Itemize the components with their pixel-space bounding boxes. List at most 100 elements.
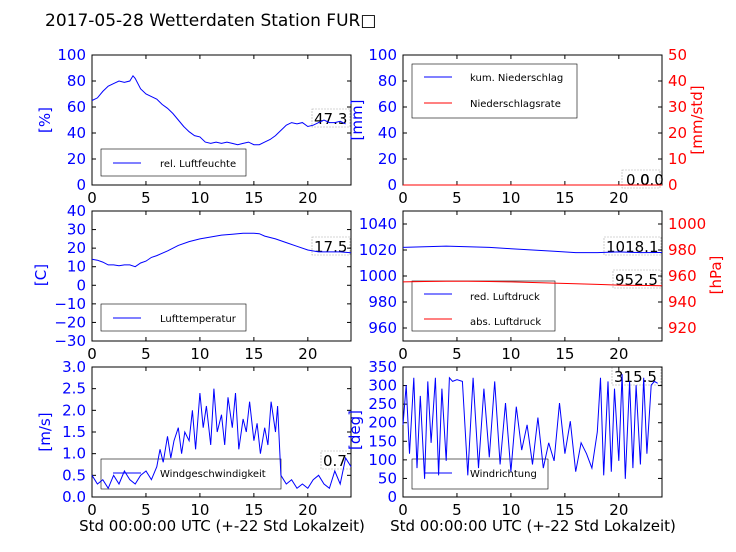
- y-right-tick-label: 960: [668, 267, 697, 285]
- y-tick-label: 1040: [359, 215, 397, 233]
- x-tick-label: 15: [244, 189, 263, 207]
- y-tick-label: 150: [368, 432, 397, 450]
- x-tick-label: 20: [609, 189, 628, 207]
- legend-label-humidity: rel. Luftfeuchte: [160, 159, 236, 170]
- y-tick-label: 100: [57, 46, 86, 64]
- x-tick-label: 20: [298, 345, 317, 363]
- panel-precipitation: 0.0 0.0 kum. Niederschlag Niederschlagsr…: [348, 46, 706, 207]
- y-axis-label-precip: [mm]: [348, 100, 366, 141]
- y-right-tick-label: 10: [668, 150, 687, 168]
- panel-pressure: 1018.1 952.5 red. Luftdruck abs. Luftdru…: [359, 210, 725, 363]
- y-right-tick-label: 40: [668, 72, 687, 90]
- y-tick-label: 0: [387, 488, 397, 506]
- x-tick-label: 0: [87, 345, 97, 363]
- x-tick-label: 20: [609, 501, 628, 519]
- legend-label-wind-direction: Windrichtung: [470, 469, 537, 480]
- y-right-tick-label: 920: [668, 319, 697, 337]
- x-tick-label: 5: [452, 189, 462, 207]
- value-annotation-box: [612, 269, 662, 289]
- y-tick-label: 1.0: [62, 445, 86, 463]
- y-tick-label: 1000: [359, 267, 397, 285]
- axes-frame-humidity: [91, 54, 352, 186]
- value-annotation-box: [311, 108, 351, 128]
- y-tick-label: 960: [368, 319, 397, 337]
- y-right-tick-label: 50: [668, 46, 687, 64]
- value-annotation-box: [621, 169, 661, 189]
- y-axis-label-humidity: [%]: [36, 107, 54, 133]
- y-tick-label: 30: [67, 221, 86, 239]
- x-tick-label: 0: [398, 501, 408, 519]
- legend-box: [411, 280, 556, 332]
- legend-label-cum-precip: kum. Niederschlag: [470, 73, 563, 84]
- x-tick-label: 10: [190, 189, 209, 207]
- legend-label-wind-speed: Windgeschwindigkeit: [160, 469, 266, 480]
- x-tick-label: 15: [555, 345, 574, 363]
- x-tick-label: 5: [141, 189, 151, 207]
- y-tick-label: 40: [67, 124, 86, 142]
- y-tick-label: 200: [368, 414, 397, 432]
- legend-label-abs-pressure: abs. Luftdruck: [470, 317, 541, 328]
- pressure-red-current-value: 1018.1: [606, 238, 659, 256]
- series-line-pressure-1: [402, 280, 663, 287]
- y-right-tick-label: 30: [668, 98, 687, 116]
- temperature-current-value: 17.5: [314, 238, 347, 256]
- y-tick-label: 3.0: [62, 358, 86, 376]
- x-tick-label: 10: [501, 345, 520, 363]
- axes-frame-temperature: [91, 210, 352, 342]
- y-axis-label-temperature: [C]: [32, 264, 50, 286]
- humidity-current-value: 47.3: [314, 110, 347, 128]
- x-tick-label: 5: [452, 345, 462, 363]
- wind-speed-current-value: 0.7: [323, 452, 347, 470]
- y-tick-label: 350: [368, 358, 397, 376]
- legend-label-temperature: Lufttemperatur: [160, 314, 237, 325]
- y-tick-label: −20: [54, 313, 86, 331]
- series-line-temperature-0: [91, 232, 352, 268]
- panel-wind-direction: 315.5 Windrichtung [deg] Std 00:00:00 UT…: [346, 358, 676, 535]
- y-axis-label-wind-speed: [m/s]: [36, 412, 54, 451]
- panel-humidity: 47.3 rel. Luftfeuchte [%] 0 5 10 15 20 0 20 40 6…: [36, 46, 352, 207]
- panel-temperature: 17.5 Lufttemperatur [C] 0 5 10 15 20 −30−20−1…: [32, 202, 352, 363]
- y-tick-label: 50: [378, 469, 397, 487]
- y-tick-label: 60: [67, 98, 86, 116]
- y-tick-label: 40: [378, 124, 397, 142]
- y-tick-label: 80: [378, 72, 397, 90]
- x-tick-label: 20: [609, 345, 628, 363]
- x-tick-label: 15: [555, 189, 574, 207]
- figure-title: 2017-05-28 Wetterdaten Station FUR□: [45, 11, 376, 31]
- y-tick-label: 40: [67, 202, 86, 220]
- y-tick-label: 300: [368, 377, 397, 395]
- x-tick-label: 0: [398, 189, 408, 207]
- series-line-pressure-0: [402, 245, 663, 254]
- x-axis-label-right: Std 00:00:00 UTC (+-22 Std Lokalzeit): [390, 517, 676, 535]
- x-tick-label: 15: [244, 501, 263, 519]
- pressure-abs-current-value: 952.5: [615, 271, 658, 289]
- y-tick-label: 100: [368, 451, 397, 469]
- y-axis-label-precip-rate: [mm/std]: [688, 85, 706, 154]
- y-tick-label: 0.0: [62, 488, 86, 506]
- y-tick-label: 0: [76, 276, 86, 294]
- x-tick-label: 5: [141, 345, 151, 363]
- y-tick-label: −30: [54, 332, 86, 350]
- y-tick-label: 80: [67, 72, 86, 90]
- y-tick-label: 1.5: [62, 423, 86, 441]
- series-line-winddir-0: [402, 374, 658, 479]
- y-tick-label: 980: [368, 293, 397, 311]
- x-tick-label: 5: [452, 501, 462, 519]
- y-tick-label: 1020: [359, 241, 397, 259]
- y-tick-label: 0: [387, 176, 397, 194]
- y-right-tick-label: 980: [668, 241, 697, 259]
- y-tick-label: 20: [378, 150, 397, 168]
- x-tick-label: 10: [190, 501, 209, 519]
- x-tick-label: 0: [87, 189, 97, 207]
- y-axis-label-wind-direction: [deg]: [346, 410, 364, 450]
- x-tick-label: 20: [298, 189, 317, 207]
- y-tick-label: 2.0: [62, 401, 86, 419]
- y-right-tick-label: 940: [668, 293, 697, 311]
- series-line-wind-0: [91, 388, 352, 490]
- legend-label-red-pressure: red. Luftdruck: [470, 292, 540, 303]
- y-tick-label: −10: [54, 295, 86, 313]
- y-axis-label-pressure: [hPa]: [707, 256, 725, 295]
- panel-wind-speed: 0.7 Windgeschwindigkeit [m/s] Std 00:00:…: [36, 358, 365, 535]
- y-tick-label: 2.5: [62, 380, 86, 398]
